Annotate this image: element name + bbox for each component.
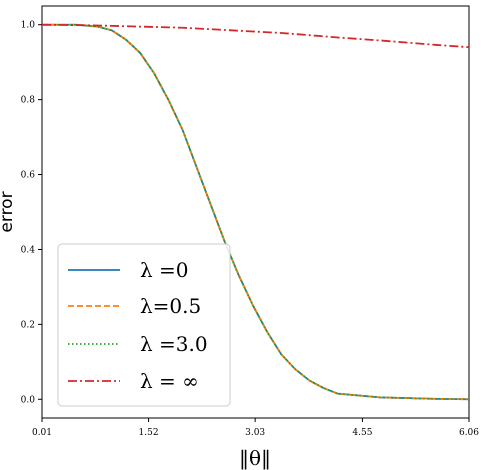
y-tick-label: 1.0 [21,21,36,31]
y-axis-label: error [0,191,17,232]
legend-label-lambda-0-5: λ=0.5 [140,294,201,318]
x-tick-label: 1.52 [139,428,159,438]
y-tick-label: 0.0 [21,395,36,405]
x-axis-ticks: 0.01 1.52 3.03 4.55 6.06 [32,418,479,438]
y-tick-label: 0.6 [21,171,36,181]
legend: λ =0 λ=0.5 λ =3.0 λ = ∞ [57,243,231,407]
y-tick-label: 0.2 [21,320,35,330]
x-tick-label: 0.01 [32,428,52,438]
y-axis-ticks: 0.0 0.2 0.4 0.6 0.8 1.0 [21,21,42,405]
legend-label-lambda-0: λ =0 [140,258,189,282]
series-lines [41,23,470,401]
x-tick-label: 4.55 [352,428,372,438]
y-tick-label: 0.4 [21,245,36,255]
x-tick-label: 3.03 [245,428,265,438]
series-line-1 [42,23,470,401]
x-axis-label: ‖θ‖ [239,446,271,470]
legend-label-lambda-inf: λ = ∞ [140,369,199,393]
legend-box [57,243,231,407]
y-tick-label: 0.8 [21,96,36,106]
x-tick-label: 6.06 [459,428,479,438]
legend-label-lambda-3: λ =3.0 [140,332,208,356]
